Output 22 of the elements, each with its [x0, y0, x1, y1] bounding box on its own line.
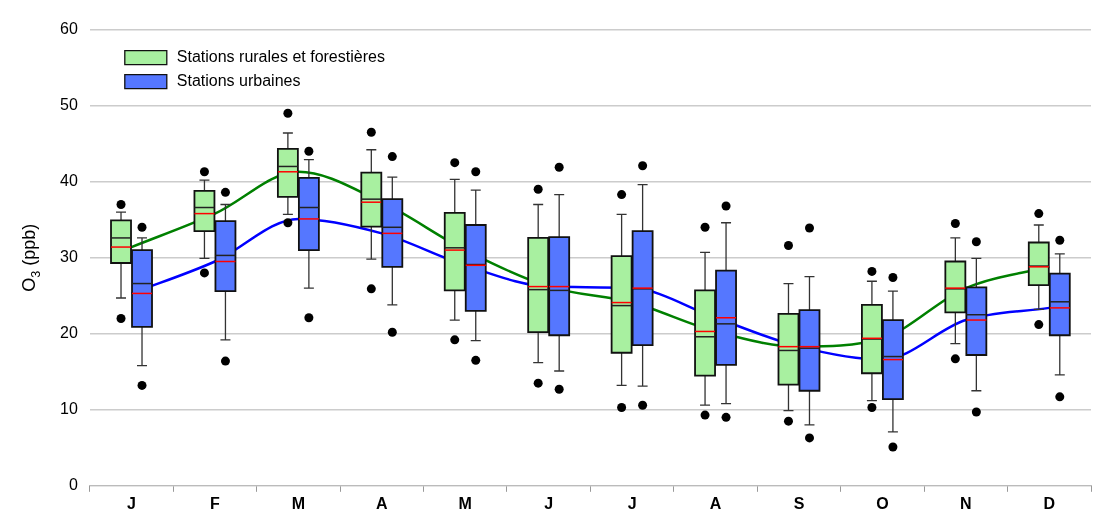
x-tick-label: J	[127, 494, 136, 512]
x-tick-label: M	[291, 494, 306, 512]
legend-label: Stations urbaines	[176, 72, 301, 90]
x-tick-label: J	[627, 494, 637, 512]
x-tick-label: D	[1043, 494, 1056, 512]
y-tick-label: 0	[68, 476, 78, 494]
y-tick-label: 30	[60, 248, 78, 266]
x-tick-label: F	[210, 494, 221, 512]
y-axis-title: O3 (ppb)	[18, 223, 43, 292]
x-tick-label: A	[376, 494, 389, 512]
y-tick-label: 20	[60, 324, 78, 342]
y-tick-label: 60	[60, 20, 78, 38]
y-tick-label: 50	[60, 96, 78, 114]
y-tick-label: 10	[60, 400, 78, 418]
x-tick-label: O	[876, 494, 889, 512]
x-tick-label: J	[544, 494, 554, 512]
y-tick-label: 40	[60, 172, 78, 190]
x-tick-label: S	[793, 494, 805, 512]
x-tick-label: M	[458, 494, 472, 512]
x-tick-label: A	[709, 494, 722, 512]
legend-label: Stations rurales et forestières	[176, 48, 385, 66]
x-tick-label: N	[960, 494, 972, 512]
